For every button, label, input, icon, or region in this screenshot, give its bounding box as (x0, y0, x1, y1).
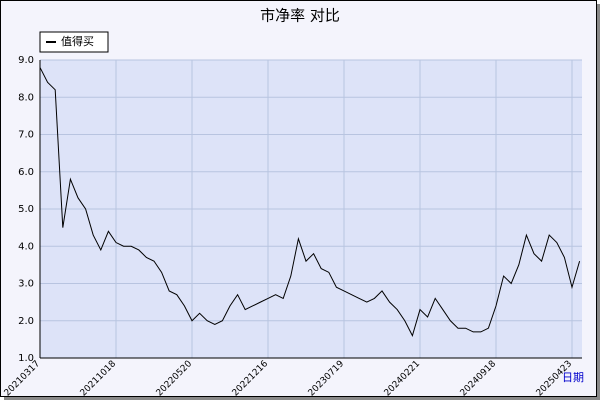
y-tick-label: 6.0 (18, 167, 34, 178)
y-tick-label: 4.0 (18, 241, 34, 252)
shadow (4, 397, 600, 400)
y-tick-label: 8.0 (18, 92, 34, 103)
x-axis-label: 日期 (562, 371, 584, 384)
shadow (597, 4, 600, 400)
y-tick-label: 5.0 (18, 204, 34, 215)
y-tick-label: 3.0 (18, 279, 34, 290)
chart-title: 市净率 对比 (260, 7, 340, 25)
y-tick-label: 2.0 (18, 316, 34, 327)
line (39, 67, 581, 338)
legend-label: 值得买 (61, 35, 94, 48)
y-tick-label: 1.0 (18, 353, 34, 364)
y-tick-label: 7.0 (18, 130, 34, 141)
legend-box (39, 31, 109, 53)
y-tick-label: 9.0 (18, 55, 34, 66)
